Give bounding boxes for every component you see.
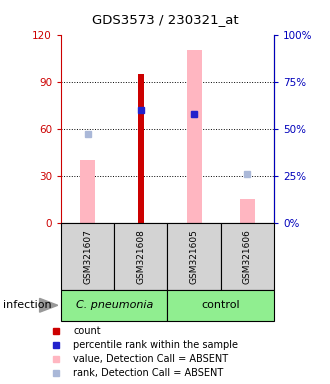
FancyBboxPatch shape (221, 223, 274, 290)
Text: count: count (73, 326, 101, 336)
FancyBboxPatch shape (61, 223, 114, 290)
Text: GSM321608: GSM321608 (136, 229, 146, 284)
Text: infection: infection (3, 300, 52, 310)
Bar (240, 199, 255, 223)
Text: control: control (201, 300, 240, 310)
Text: GDS3573 / 230321_at: GDS3573 / 230321_at (92, 13, 238, 26)
Text: C. pneumonia: C. pneumonia (76, 300, 153, 310)
Bar (187, 50, 202, 223)
Text: value, Detection Call = ABSENT: value, Detection Call = ABSENT (73, 354, 228, 364)
Text: GSM321606: GSM321606 (243, 229, 252, 284)
Text: percentile rank within the sample: percentile rank within the sample (73, 340, 238, 350)
Text: GSM321607: GSM321607 (83, 229, 92, 284)
FancyBboxPatch shape (168, 290, 274, 321)
FancyBboxPatch shape (61, 290, 168, 321)
FancyBboxPatch shape (114, 223, 168, 290)
FancyBboxPatch shape (168, 223, 221, 290)
Text: GSM321605: GSM321605 (189, 229, 199, 284)
Bar (80, 160, 95, 223)
Bar (138, 74, 144, 223)
Text: rank, Detection Call = ABSENT: rank, Detection Call = ABSENT (73, 368, 223, 378)
